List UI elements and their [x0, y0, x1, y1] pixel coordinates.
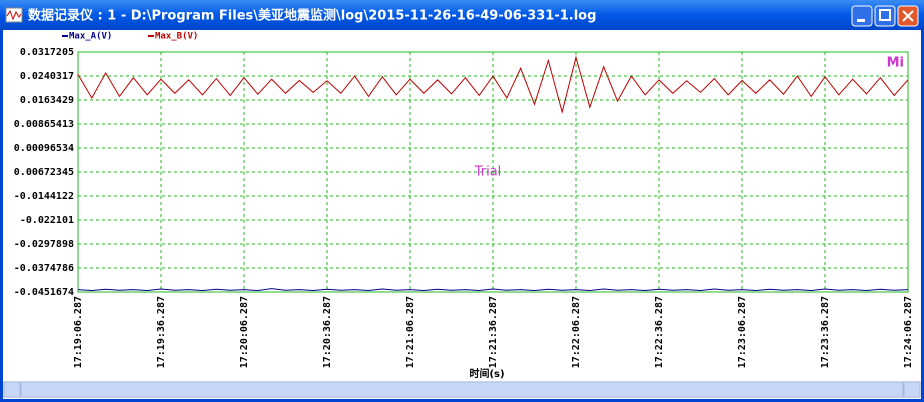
y-tick-label: 0.00865413 [14, 119, 74, 130]
client-area [3, 30, 921, 399]
x-tick-label: 17:19:36.287 [156, 296, 167, 368]
y-tick-label: 0.0163429 [20, 95, 74, 106]
series-line [77, 55, 909, 114]
scroll-thumb[interactable] [20, 381, 904, 398]
annotation-trial: Trial [474, 165, 502, 180]
x-axis-label: 时间(s) [469, 367, 504, 380]
chart: 0.0317205 0.0240317 0.0163429 0.00865413 0.0… [14, 32, 914, 381]
y-tick-label: -0.022101 [20, 215, 74, 226]
scrollbar [3, 381, 921, 398]
y-tick-label: 0.0317205 [20, 47, 74, 58]
scroll-right[interactable] [903, 381, 921, 398]
legend-label: Max_B(V) [155, 32, 198, 42]
minimize-button[interactable] [851, 5, 873, 27]
series-line [77, 288, 909, 292]
x-tick-label: 17:23:06.287 [737, 296, 748, 368]
x-tick-label: 17:20:36.287 [322, 296, 333, 368]
close-icon [902, 10, 914, 22]
x-tick-label: 17:19:06.287 [73, 296, 84, 368]
x-tick-label: 17:21:36.287 [488, 296, 499, 368]
y-tick-label: 0.00096534 [14, 143, 74, 154]
x-tick-label: 17:21:06.287 [405, 296, 416, 368]
app-icon-wave [6, 9, 22, 21]
y-tick-label: 0.0240317 [20, 71, 74, 82]
maximize-icon [879, 9, 891, 21]
window-buttons [851, 5, 919, 27]
app-icon [5, 7, 23, 23]
x-tick-label: 17:20:06.287 [239, 296, 250, 368]
scroll-left[interactable] [3, 381, 21, 398]
y-tick-label: -0.0451674 [14, 287, 74, 298]
x-tick-label: 17:24:06.287 [903, 296, 914, 368]
plot-border [77, 51, 909, 293]
minimize-icon [857, 19, 865, 22]
x-tick-label: 17:23:36.287 [820, 296, 831, 368]
window-title: 数据记录仪 : 1 - D:\Program Files\美亚地震监测\log\… [28, 8, 596, 24]
y-tick-label: -0.0297898 [14, 239, 74, 250]
y-tick-label: -0.0144122 [14, 191, 74, 202]
y-tick-label: -0.0374786 [14, 263, 74, 274]
x-tick-label: 17:22:36.287 [654, 296, 665, 368]
legend-label: Max_A(V) [69, 32, 112, 42]
y-tick-label: 0.00672345 [14, 167, 74, 178]
x-tick-label: 17:22:06.287 [571, 296, 582, 368]
title-bar [0, 0, 924, 30]
annotation-mi: Mi [887, 56, 904, 71]
